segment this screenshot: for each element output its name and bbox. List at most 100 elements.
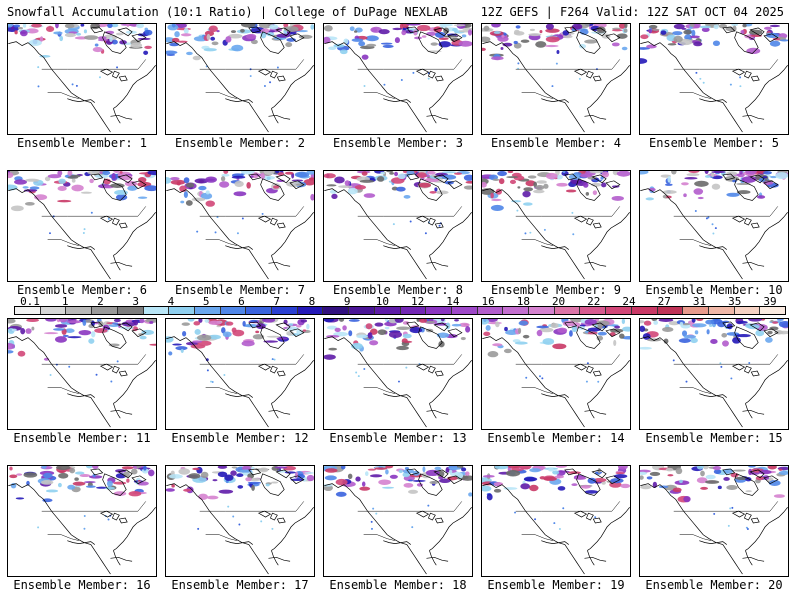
snowfall-shading xyxy=(640,24,788,88)
colorbar-tick-label: 14 xyxy=(446,295,460,308)
colorbar-swatch xyxy=(220,307,247,314)
snowfall-shading xyxy=(9,466,155,530)
ensemble-member-label: Ensemble Member: 3 xyxy=(332,136,464,150)
colorbar-tick-label: 27 xyxy=(657,295,671,308)
country-borders xyxy=(673,501,779,541)
snowfall-shading xyxy=(324,24,472,87)
coastline-outline xyxy=(166,173,314,280)
ensemble-member-label: Ensemble Member: 20 xyxy=(645,578,783,592)
snowfall-map xyxy=(482,466,630,575)
colorbar-tick-label: 24 xyxy=(622,295,636,308)
snowfall-map xyxy=(640,24,788,133)
colorbar-tick-label: 35 xyxy=(728,295,742,308)
snowfall-map xyxy=(8,466,156,575)
ensemble-member-map-15 xyxy=(639,318,789,430)
ensemble-member-label: Ensemble Member: 16 xyxy=(13,578,151,592)
coastline-outline xyxy=(8,173,156,280)
country-borders xyxy=(41,206,147,246)
ensemble-member-label: Ensemble Member: 6 xyxy=(16,283,148,297)
ensemble-member-map-18 xyxy=(323,465,473,577)
country-borders xyxy=(515,206,621,246)
ensemble-member-label: Ensemble Member: 19 xyxy=(487,578,625,592)
country-borders xyxy=(199,206,305,246)
country-borders xyxy=(199,354,305,394)
ensemble-member-label: Ensemble Member: 15 xyxy=(645,431,783,445)
coastline-outline xyxy=(640,468,788,575)
colorbar-tick-label: 18 xyxy=(516,295,530,308)
ensemble-member-label: Ensemble Member: 12 xyxy=(171,431,309,445)
country-borders xyxy=(41,501,147,541)
country-borders xyxy=(41,59,147,99)
colorbar-swatch xyxy=(683,307,709,314)
coastline-outline xyxy=(8,321,156,428)
ensemble-member-label: Ensemble Member: 10 xyxy=(645,283,783,297)
country-borders xyxy=(673,354,779,394)
country-borders xyxy=(357,59,463,99)
colorbar-tick-label: 16 xyxy=(481,295,495,308)
snowfall-shading xyxy=(8,171,156,235)
ensemble-member-map-4 xyxy=(481,23,631,135)
snowfall-map xyxy=(166,466,314,575)
country-borders xyxy=(515,354,621,394)
ensemble-member-map-1 xyxy=(7,23,157,135)
snowfall-map xyxy=(324,171,472,280)
snowfall-map xyxy=(8,319,156,428)
snowfall-map xyxy=(166,319,314,428)
colorbar-swatch xyxy=(554,307,581,314)
colorbar-swatch xyxy=(374,307,401,314)
snowfall-shading xyxy=(640,171,788,235)
snowfall-map xyxy=(482,171,630,280)
snowfall-shading xyxy=(482,319,630,383)
colorbar-swatch xyxy=(92,307,118,314)
colorbar-swatch xyxy=(477,307,504,314)
country-borders xyxy=(357,501,463,541)
ensemble-member-map-17 xyxy=(165,465,315,577)
coastline-outline xyxy=(324,26,472,133)
colorbar-tick-label: 5 xyxy=(202,295,210,308)
colorbar-swatch xyxy=(272,307,298,314)
ensemble-member-map-3 xyxy=(323,23,473,135)
snowfall-map xyxy=(324,319,472,428)
colorbar-tick-label: 7 xyxy=(273,295,280,308)
ensemble-member-label: Ensemble Member: 1 xyxy=(16,136,148,150)
snowfall-shading xyxy=(482,24,628,88)
snowfall-shading xyxy=(166,319,311,383)
snowfall-map xyxy=(166,24,314,133)
forecast-valid-time: 12Z GEFS | F264 Valid: 12Z SAT OCT 04 20… xyxy=(480,5,784,19)
colorbar-swatch xyxy=(194,307,221,314)
snowfall-map xyxy=(8,24,156,133)
coastline-outline xyxy=(166,26,314,133)
ensemble-member-label: Ensemble Member: 18 xyxy=(329,578,467,592)
colorbar-swatch xyxy=(503,307,530,314)
ensemble-member-label: Ensemble Member: 11 xyxy=(13,431,151,445)
ensemble-member-map-19 xyxy=(481,465,631,577)
colorbar-swatch xyxy=(117,307,144,314)
colorbar-swatch xyxy=(40,307,67,314)
colorbar-tick-label: 20 xyxy=(551,295,566,308)
colorbar-swatch xyxy=(529,307,555,314)
snowfall-map xyxy=(640,466,788,575)
snowfall-shading xyxy=(166,171,314,235)
colorbar-swatch xyxy=(169,307,195,314)
ensemble-member-label: Ensemble Member: 17 xyxy=(171,578,309,592)
ensemble-member-label: Ensemble Member: 13 xyxy=(329,431,467,445)
country-borders xyxy=(515,59,621,99)
snowfall-shading xyxy=(324,319,471,383)
snowfall-shading xyxy=(324,466,472,530)
colorbar-swatch xyxy=(451,307,478,314)
country-borders xyxy=(41,354,147,394)
ensemble-member-map-2 xyxy=(165,23,315,135)
colorbar-swatch xyxy=(606,307,632,314)
ensemble-member-map-14 xyxy=(481,318,631,430)
snowfall-shading xyxy=(166,466,314,530)
ensemble-member-label: Ensemble Member: 4 xyxy=(490,136,622,150)
snowfall-map xyxy=(640,319,788,428)
country-borders xyxy=(199,501,305,541)
ensemble-member-label: Ensemble Member: 5 xyxy=(648,136,780,150)
colorbar-tick-label: 31 xyxy=(692,295,707,308)
colorbar-tick-label: 39 xyxy=(763,295,777,308)
colorbar-swatch xyxy=(349,307,375,314)
ensemble-member-map-12 xyxy=(165,318,315,430)
coastline-outline xyxy=(640,321,788,428)
colorbar-tick-label: 3 xyxy=(132,295,140,308)
